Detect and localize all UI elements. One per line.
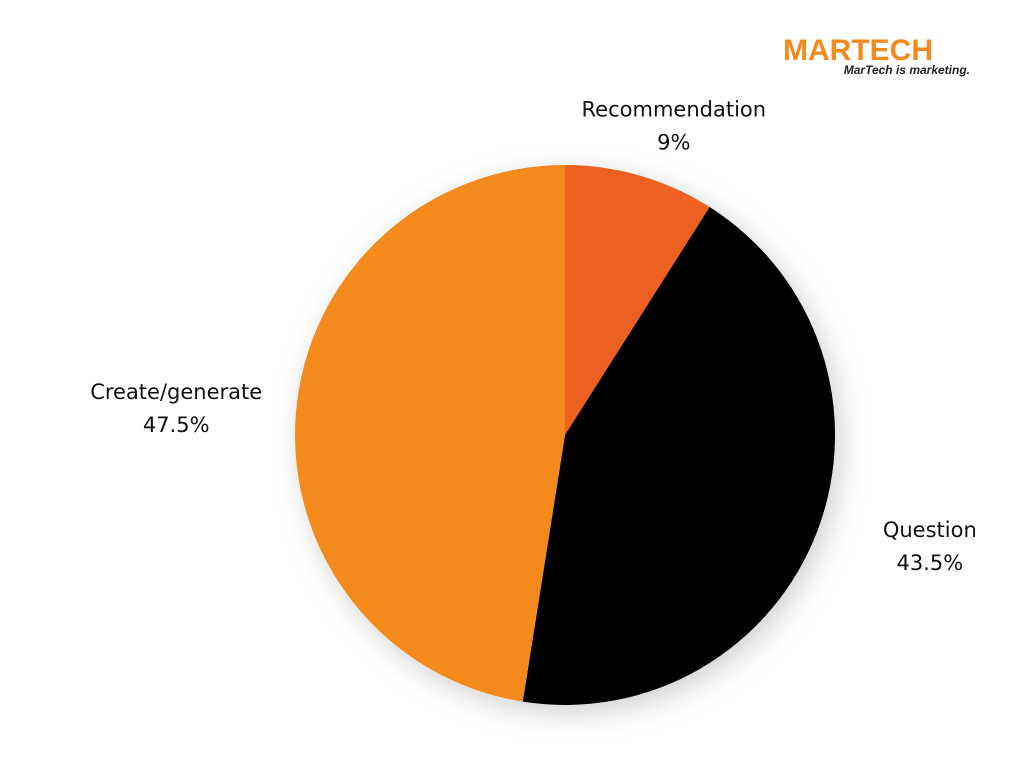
pie-slice <box>295 165 565 702</box>
slice-value: 43.5% <box>896 551 963 575</box>
slice-value: 47.5% <box>143 413 210 437</box>
pie-slice <box>565 165 710 435</box>
logo-name: MARTECH <box>783 34 933 67</box>
slice-label: Create/generate <box>90 380 262 404</box>
slice-label: Recommendation <box>582 98 767 122</box>
slice-value: 9% <box>657 131 690 155</box>
pie <box>295 165 835 705</box>
slice-label: Question <box>883 518 977 542</box>
logo-tagline: MarTech is marketing. <box>844 63 970 77</box>
pie-slice <box>522 207 835 705</box>
